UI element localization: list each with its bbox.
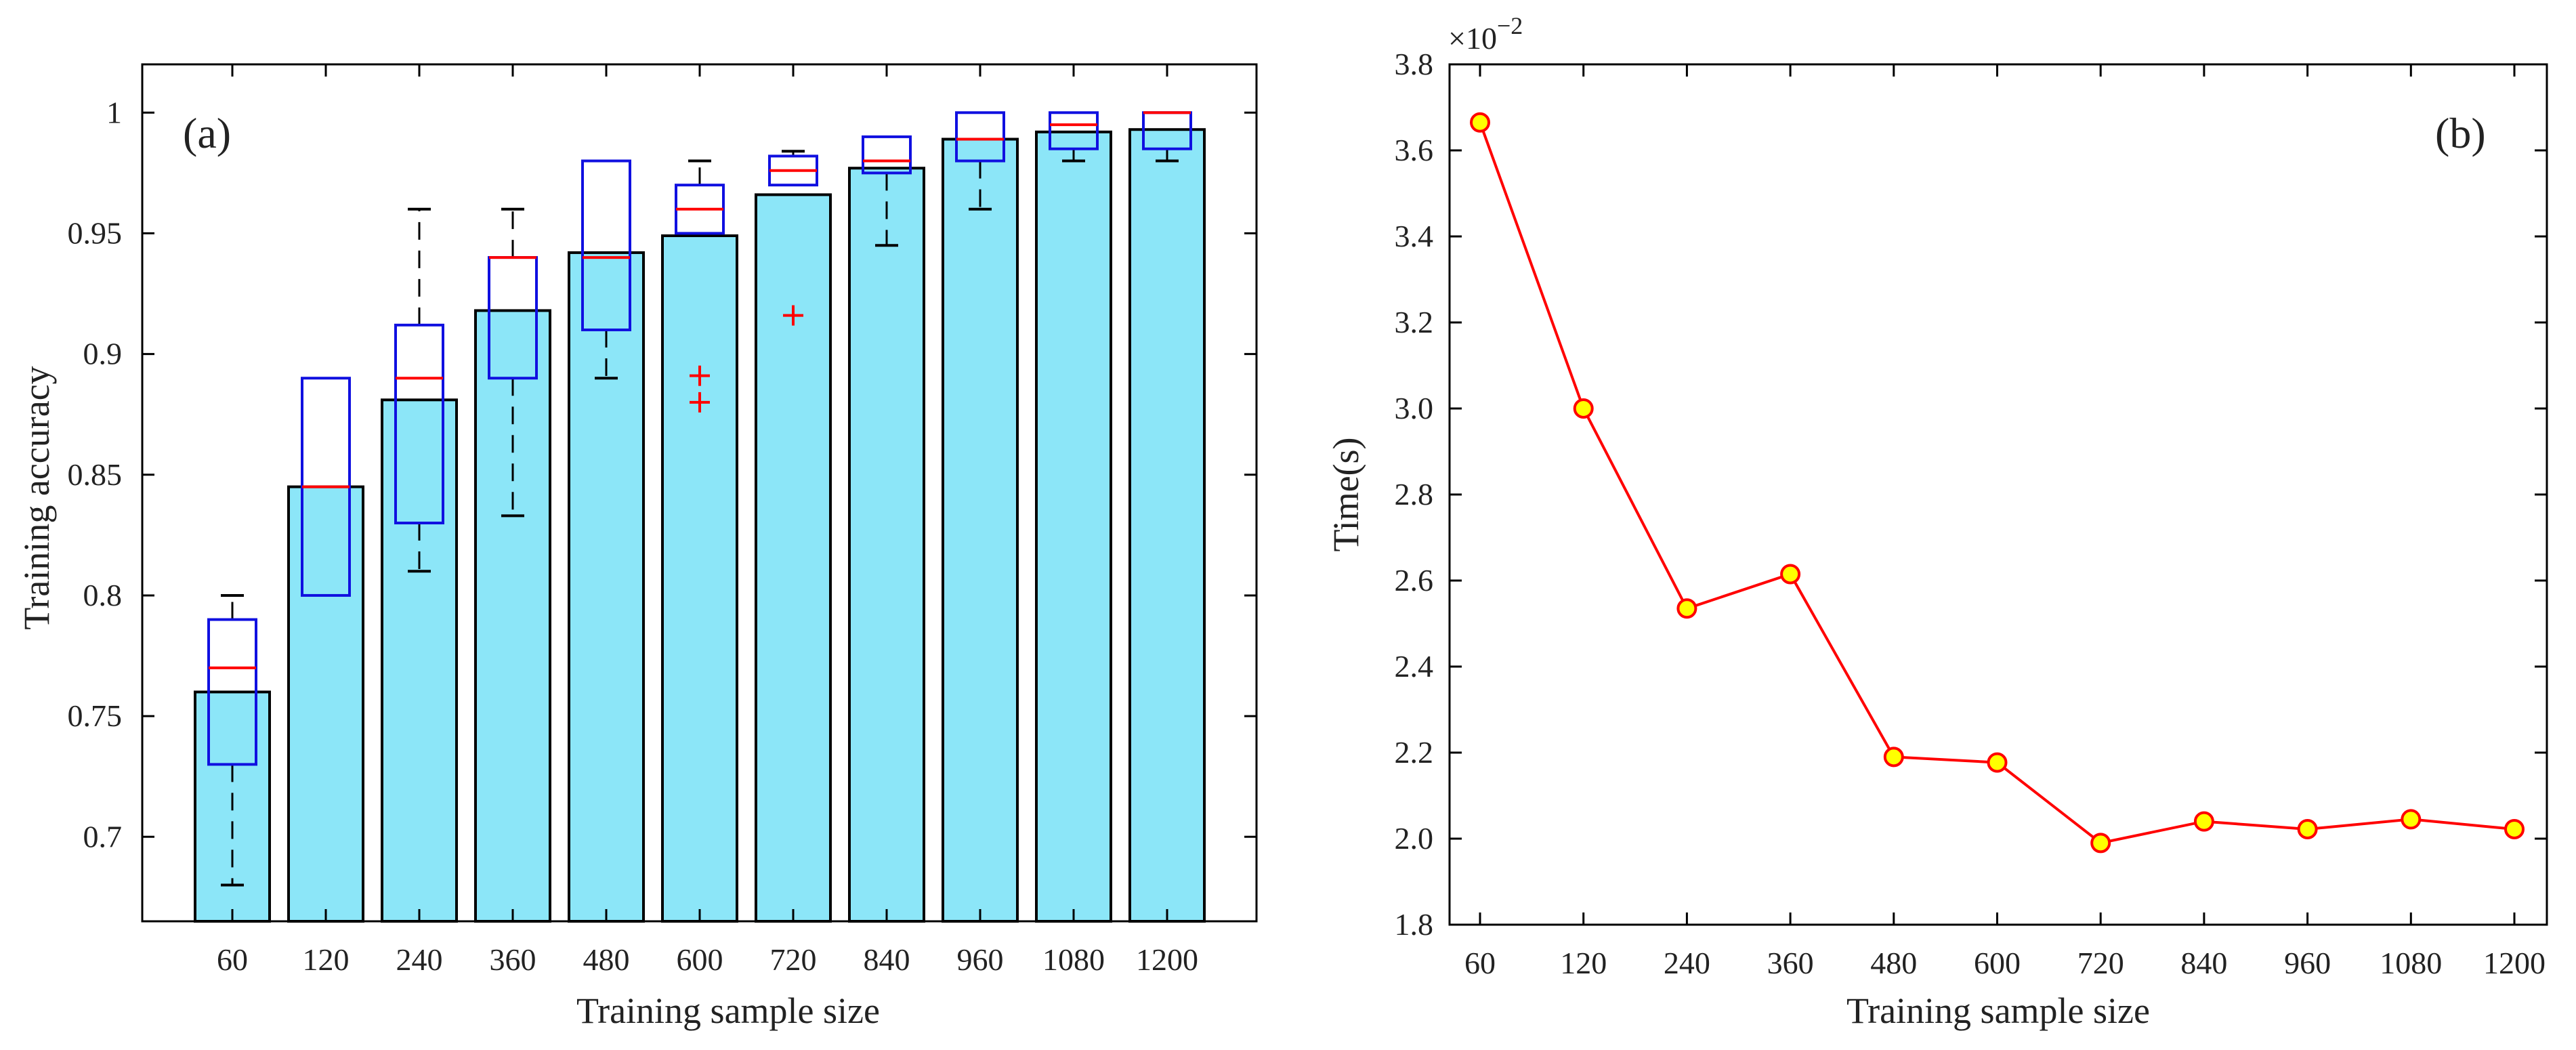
- panel-b-exponent-power: −2: [1497, 12, 1523, 39]
- time-point-600: [1987, 752, 2008, 773]
- a-xtick-label-1200: 1200: [1136, 942, 1198, 977]
- time-point-960: [2297, 819, 2318, 840]
- b-xtick-label-1200: 1200: [2483, 946, 2546, 980]
- a-xtick-label-720: 720: [770, 942, 817, 977]
- bar-600: [661, 234, 738, 923]
- panel-b-plot-frame: [1448, 63, 2548, 926]
- a-xtick-label-600: 600: [677, 942, 723, 977]
- panel-a-ylabel: Training accuracy: [16, 366, 57, 629]
- a-xtick-label-120: 120: [303, 942, 350, 977]
- bar-960: [942, 138, 1019, 923]
- a-ytick-label-0.85: 0.85: [68, 457, 123, 492]
- b-xtick-label-360: 360: [1767, 946, 1814, 980]
- b-ytick-label-2.6: 2.6: [1395, 563, 1434, 597]
- panel-a-label: (a): [183, 109, 231, 157]
- panel-b-exponent-base: ×10: [1448, 21, 1497, 56]
- a-xtick-label-1080: 1080: [1042, 942, 1105, 977]
- a-xtick-label-60: 60: [217, 942, 248, 977]
- b-xtick-label-240: 240: [1664, 946, 1710, 980]
- box-240: [394, 323, 444, 525]
- a-ytick-label-0.7: 0.7: [83, 819, 123, 854]
- bar-840: [848, 167, 925, 923]
- outlier-600-0: [690, 365, 710, 386]
- b-ytick-label-3.6: 3.6: [1395, 133, 1434, 167]
- b-ytick-label-3.4: 3.4: [1395, 219, 1434, 253]
- a-ytick-label-0.9: 0.9: [83, 337, 123, 371]
- panel-b-marks: [1470, 112, 2525, 854]
- b-xtick-label-120: 120: [1560, 946, 1607, 980]
- bar-360: [474, 309, 551, 923]
- panel-b-ylabel: Time(s): [1326, 437, 1366, 551]
- time-point-60: [1470, 112, 1490, 133]
- panel-a-bar-boxplot: 0.7 0.75 0.8 0.85 0.9 0.95 1 60 120 240 360 480 600 7…: [16, 63, 1258, 1031]
- panel-a-marks: [194, 111, 1206, 923]
- time-point-240: [1676, 598, 1697, 619]
- panel-b-label: (b): [2435, 109, 2486, 157]
- b-ytick-label-3.2: 3.2: [1395, 305, 1434, 339]
- time-series-line: [1479, 122, 2515, 845]
- bar-480: [568, 251, 645, 923]
- time-point-480: [1883, 747, 1904, 768]
- bar-240: [381, 398, 458, 923]
- panel-b-exponent: ×10−2: [1448, 12, 1523, 56]
- time-point-1200: [2504, 819, 2525, 840]
- bar-720: [755, 193, 832, 923]
- b-xtick-label-600: 600: [1974, 946, 2021, 980]
- time-point-1080: [2401, 809, 2422, 830]
- bar-1080: [1035, 130, 1112, 923]
- b-ytick-label-2.2: 2.2: [1395, 735, 1434, 770]
- b-xtick-label-960: 960: [2284, 946, 2331, 980]
- b-xtick-label-480: 480: [1870, 946, 1917, 980]
- b-ytick-label-2.8: 2.8: [1395, 477, 1434, 511]
- time-point-360: [1780, 564, 1801, 585]
- outlier-720-0: [783, 305, 803, 326]
- a-xtick-label-240: 240: [396, 942, 443, 977]
- time-point-120: [1573, 398, 1594, 419]
- box-840: [862, 135, 912, 175]
- box-60: [207, 618, 257, 766]
- bar-120: [287, 485, 364, 923]
- a-ytick-label-0.8: 0.8: [83, 578, 123, 612]
- a-xtick-label-840: 840: [864, 942, 910, 977]
- a-xtick-label-480: 480: [583, 942, 630, 977]
- a-ytick-label-1: 1: [106, 95, 122, 129]
- box-1080: [1049, 111, 1099, 150]
- panel-a-ticks: 0.7 0.75 0.8 0.85 0.9 0.95 1 60 120 240 360 480 600 7…: [68, 64, 1257, 977]
- panel-b-line: 1.8 2.0 2.2 2.4 2.6 2.8 3.0 3.2 3.4 3.6 3.8 60 120 24…: [1326, 12, 2548, 1031]
- b-ytick-label-1.8: 1.8: [1395, 907, 1434, 942]
- a-ytick-label-0.75: 0.75: [68, 698, 123, 733]
- b-xtick-label-840: 840: [2180, 946, 2227, 980]
- outlier-600-1: [690, 392, 710, 413]
- time-point-840: [2193, 811, 2214, 832]
- b-xtick-label-720: 720: [2077, 946, 2124, 980]
- box-960: [955, 111, 1005, 163]
- bar-1200: [1128, 128, 1206, 923]
- b-ytick-label-3.0: 3.0: [1395, 391, 1434, 425]
- panel-b-ticks: 1.8 2.0 2.2 2.4 2.6 2.8 3.0 3.2 3.4 3.6 3.8 60 120 24…: [1395, 47, 2547, 980]
- b-ytick-label-2.0: 2.0: [1395, 821, 1434, 856]
- a-xtick-label-960: 960: [957, 942, 1004, 977]
- b-ytick-label-2.4: 2.4: [1395, 649, 1434, 684]
- box-480: [581, 159, 631, 331]
- time-point-720: [2090, 833, 2111, 854]
- panel-b-xlabel: Training sample size: [1846, 990, 2150, 1031]
- b-xtick-label-60: 60: [1464, 946, 1496, 980]
- a-xtick-label-360: 360: [490, 942, 536, 977]
- panel-a-xlabel: Training sample size: [576, 990, 880, 1031]
- a-ytick-label-0.95: 0.95: [68, 215, 123, 250]
- b-ytick-label-3.8: 3.8: [1395, 47, 1434, 81]
- b-xtick-label-1080: 1080: [2380, 946, 2442, 980]
